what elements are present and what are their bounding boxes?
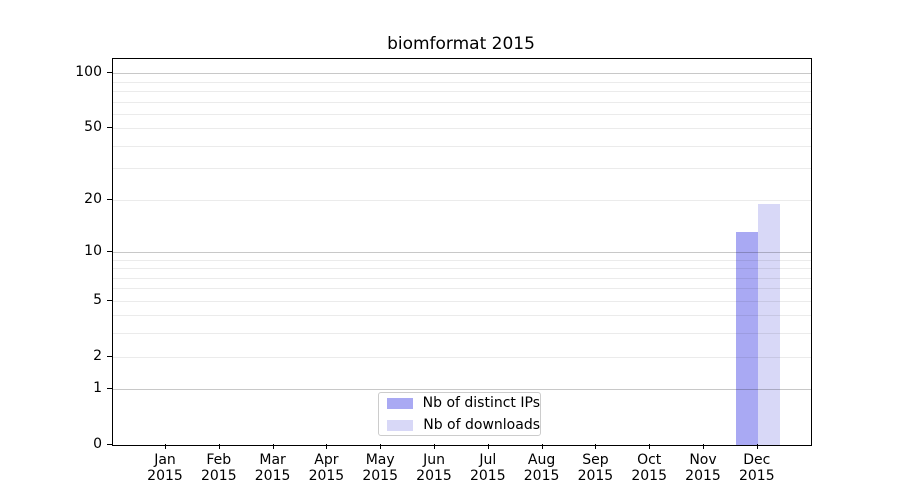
- x-tick-label: Nov 2015: [667, 452, 739, 484]
- x-tick: [703, 444, 704, 449]
- y-tick: [107, 198, 112, 200]
- x-tick: [218, 444, 220, 449]
- gridline-minor: [113, 315, 811, 317]
- x-tick: [380, 444, 382, 449]
- y-tick-label: 0: [93, 436, 102, 452]
- x-tick: [541, 444, 543, 449]
- y-tick: [107, 355, 112, 357]
- gridline-minor: [113, 91, 811, 92]
- x-tick-month: Feb: [206, 452, 232, 468]
- x-tick-month: Jun: [423, 452, 445, 468]
- x-tick-month: Apr: [314, 452, 339, 468]
- y-tick-label: 50: [84, 119, 102, 136]
- x-tick: [649, 444, 651, 449]
- gridline-minor: [113, 199, 811, 201]
- x-tick: [272, 444, 274, 449]
- y-tick: [107, 299, 112, 301]
- x-tick-year: 2015: [469, 468, 506, 484]
- gridline-minor: [113, 277, 811, 279]
- y-tick-label: 2: [93, 347, 102, 364]
- legend-label-distinct-ips: Nb of distinct IPs: [422, 395, 540, 411]
- x-tick-month: May: [365, 452, 395, 468]
- x-tick-year: 2015: [631, 468, 667, 484]
- gridline-minor: [113, 113, 811, 115]
- gridline-major: [113, 389, 811, 391]
- gridline-minor: [113, 333, 811, 335]
- gridline-minor: [113, 288, 811, 290]
- legend-swatch-distinct-ips: [387, 397, 413, 409]
- gridline-minor: [113, 356, 811, 358]
- x-tick-year: 2015: [738, 468, 775, 484]
- x-tick-month: Aug: [527, 452, 556, 468]
- x-tick-label: Mar 2015: [237, 452, 309, 484]
- x-tick-label: Feb 2015: [183, 452, 255, 484]
- x-tick-label: Oct 2015: [613, 452, 685, 484]
- x-tick-label: Aug 2015: [506, 452, 578, 484]
- x-tick-label: May 2015: [344, 452, 416, 484]
- x-tick-month: Oct: [637, 452, 662, 468]
- gridline-minor: [113, 81, 811, 83]
- legend-item-distinct-ips: Nb of distinct IPs: [387, 395, 540, 411]
- gridline-minor: [113, 268, 811, 269]
- x-tick-month: Sep: [582, 452, 609, 468]
- x-tick-label: Jan 2015: [129, 452, 201, 484]
- y-tick: [107, 388, 112, 390]
- x-tick-month: Nov: [689, 452, 717, 468]
- y-tick: [107, 72, 112, 74]
- bar-distinct-ips: [735, 232, 758, 445]
- y-tick-label: 5: [93, 291, 102, 308]
- x-tick: [326, 444, 328, 449]
- gridline-minor: [113, 128, 811, 130]
- x-tick-label: Jun 2015: [398, 452, 470, 484]
- legend-item-downloads: Nb of downloads: [387, 417, 540, 433]
- x-tick-year: 2015: [685, 468, 721, 484]
- y-tick-label: 1: [93, 380, 102, 397]
- x-tick-month: Dec: [743, 452, 771, 468]
- x-tick-year: 2015: [200, 468, 237, 484]
- gridline-minor: [113, 168, 811, 170]
- x-tick-month: Jan: [154, 452, 176, 468]
- x-tick: [595, 444, 597, 449]
- x-tick-year: 2015: [254, 468, 291, 484]
- gridline-minor: [113, 101, 811, 103]
- legend-label-downloads: Nb of downloads: [423, 417, 540, 433]
- x-tick-label: Jul 2015: [452, 452, 524, 484]
- x-tick-year: 2015: [523, 468, 560, 484]
- y-tick-label: 20: [84, 190, 102, 207]
- x-tick: [756, 444, 758, 449]
- x-tick: [434, 444, 435, 449]
- x-tick-month: Jul: [479, 452, 497, 468]
- chart-title: biomformat 2015: [387, 34, 535, 54]
- x-tick-year: 2015: [147, 468, 183, 484]
- y-tick: [107, 250, 112, 252]
- x-tick-label: Dec 2015: [721, 452, 793, 484]
- legend-swatch-downloads: [387, 419, 414, 431]
- gridline-major: [113, 251, 811, 253]
- x-tick-year: 2015: [362, 468, 398, 484]
- gridline-minor: [113, 145, 811, 147]
- plot-area: [112, 58, 812, 446]
- y-tick-label: 10: [84, 242, 102, 259]
- x-tick: [487, 444, 489, 449]
- gridline-major: [113, 73, 811, 75]
- x-tick-month: Mar: [259, 452, 286, 468]
- bar-downloads: [757, 203, 780, 445]
- x-tick-year: 2015: [416, 468, 452, 484]
- y-tick: [107, 127, 112, 129]
- gridline-minor: [113, 300, 811, 302]
- x-tick-year: 2015: [577, 468, 614, 484]
- x-tick: [165, 444, 166, 449]
- x-tick-label: Sep 2015: [559, 452, 631, 484]
- x-tick-label: Apr 2015: [290, 452, 362, 484]
- y-tick: [107, 444, 112, 445]
- y-tick-label: 100: [75, 64, 102, 81]
- gridline-minor: [113, 259, 811, 261]
- x-tick-year: 2015: [308, 468, 345, 484]
- legend: Nb of distinct IPs Nb of downloads: [378, 392, 541, 436]
